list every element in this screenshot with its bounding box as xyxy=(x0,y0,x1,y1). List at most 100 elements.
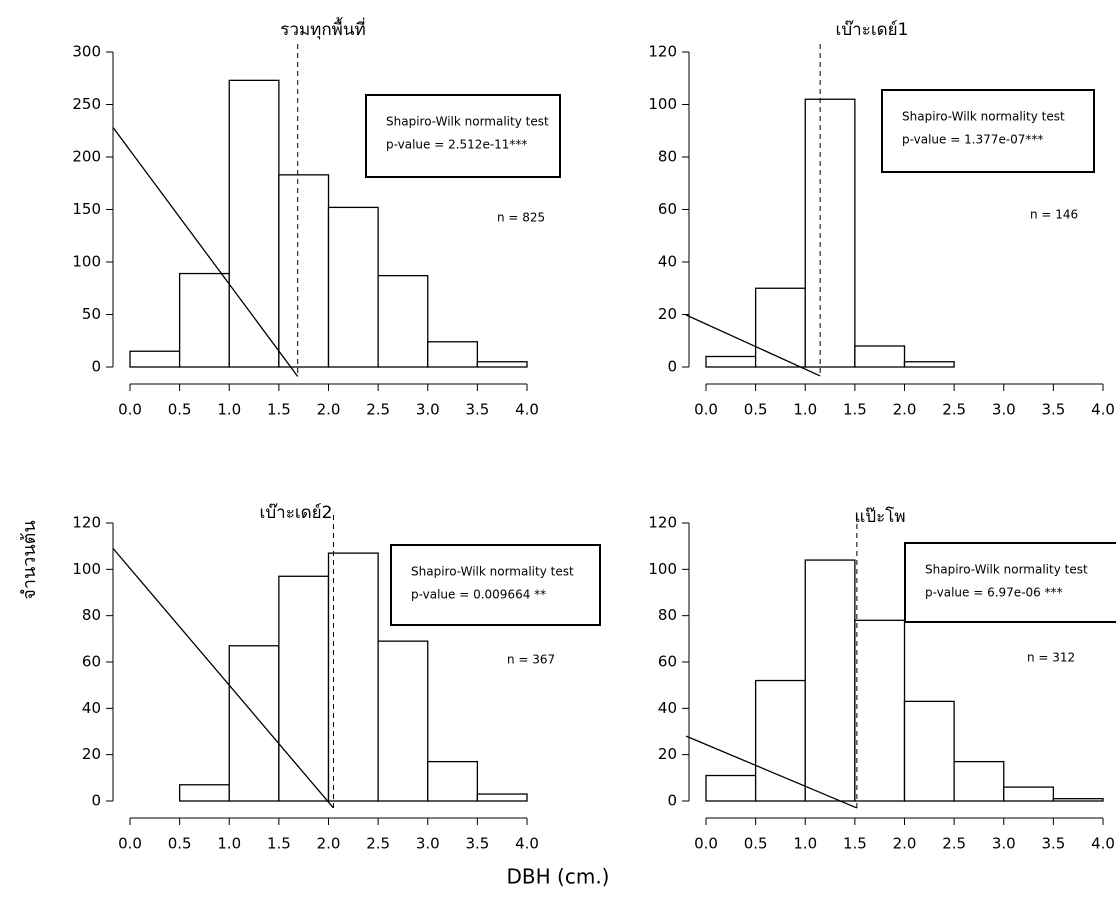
x-tick-label: 0.5 xyxy=(168,401,192,419)
y-tick-label: 80 xyxy=(658,606,677,624)
bar xyxy=(903,700,955,802)
x-tick-label: 3.5 xyxy=(1041,401,1065,419)
trend-line xyxy=(112,548,334,809)
bar xyxy=(705,355,757,368)
x-tick-label: 1.5 xyxy=(843,401,867,419)
annotation: Shapiro-Wilk normality test xyxy=(925,563,1088,577)
bar xyxy=(705,774,757,802)
y-tick-label: 120 xyxy=(648,514,677,532)
annotation: p-value = 1.377e-07*** xyxy=(902,133,1043,147)
y-tick-label: 80 xyxy=(82,606,101,624)
x-tick-label: 4.0 xyxy=(1091,835,1115,853)
annotation: p-value = 2.512e-11*** xyxy=(386,138,527,152)
x-tick-label: 3.0 xyxy=(992,401,1016,419)
bar xyxy=(903,361,955,368)
annotation-box xyxy=(904,542,1116,623)
bar xyxy=(327,206,379,368)
bar xyxy=(427,760,479,802)
y-tick-label: 40 xyxy=(658,699,677,717)
x-tick-label: 3.5 xyxy=(1041,835,1065,853)
bar xyxy=(476,793,528,802)
trend-line xyxy=(685,735,858,809)
annotation-box xyxy=(881,89,1095,173)
x-tick-label: 0.5 xyxy=(744,835,768,853)
x-tick-label: 1.5 xyxy=(267,401,291,419)
x-tick-label: 4.0 xyxy=(515,835,539,853)
x-tick-label: 4.0 xyxy=(515,401,539,419)
x-tick-label: 2.0 xyxy=(893,401,917,419)
x-tick-label: 3.0 xyxy=(416,835,440,853)
y-tick-label: 150 xyxy=(72,200,101,218)
x-tick-label: 2.5 xyxy=(942,401,966,419)
x-tick-label: 1.0 xyxy=(217,835,241,853)
bar xyxy=(427,341,479,368)
annotation: n = 367 xyxy=(507,653,555,667)
annotation: n = 146 xyxy=(1030,208,1078,222)
bar xyxy=(754,679,806,802)
bar xyxy=(377,640,429,802)
annotation: Shapiro-Wilk normality test xyxy=(386,115,549,129)
bar xyxy=(129,350,181,368)
bar xyxy=(228,79,280,368)
y-tick-label: 0 xyxy=(91,792,101,810)
y-tick-label: 120 xyxy=(72,514,101,532)
bar xyxy=(804,98,856,368)
x-tick-label: 1.5 xyxy=(267,835,291,853)
x-tick-label: 0.5 xyxy=(744,401,768,419)
y-tick-label: 60 xyxy=(82,653,101,671)
bar xyxy=(476,361,528,368)
bar xyxy=(754,287,806,368)
y-tick-label: 250 xyxy=(72,95,101,113)
panel-title: แป๊ะโพ xyxy=(854,506,905,527)
x-tick-label: 0.0 xyxy=(694,401,718,419)
x-tick-label: 1.0 xyxy=(793,401,817,419)
y-tick-label: 0 xyxy=(667,792,677,810)
x-tick-label: 4.0 xyxy=(1091,401,1115,419)
annotation: Shapiro-Wilk normality test xyxy=(902,110,1065,124)
bar xyxy=(854,345,906,368)
annotation: Shapiro-Wilk normality test xyxy=(411,565,574,579)
panel-title: เบ๊าะเดย์2 xyxy=(260,503,333,523)
annotation: p-value = 6.97e-06 *** xyxy=(925,586,1063,600)
bar xyxy=(377,274,429,368)
y-tick-label: 20 xyxy=(658,745,677,763)
annotation: p-value = 0.009664 ** xyxy=(411,588,546,602)
y-tick-label: 120 xyxy=(648,43,677,61)
bar xyxy=(804,559,856,802)
x-tick-label: 1.0 xyxy=(217,401,241,419)
y-tick-label: 40 xyxy=(658,253,677,271)
y-tick-label: 20 xyxy=(82,745,101,763)
x-tick-label: 3.5 xyxy=(465,401,489,419)
bar xyxy=(178,272,230,368)
x-tick-label: 2.5 xyxy=(366,835,390,853)
x-tick-label: 2.0 xyxy=(317,401,341,419)
annotation-box xyxy=(365,94,561,178)
x-tick-label: 0.0 xyxy=(118,835,142,853)
y-tick-label: 80 xyxy=(658,148,677,166)
y-tick-label: 100 xyxy=(72,253,101,271)
x-tick-label: 3.0 xyxy=(416,401,440,419)
x-tick-label: 2.0 xyxy=(317,835,341,853)
y-tick-label: 40 xyxy=(82,699,101,717)
x-tick-label: 2.5 xyxy=(366,401,390,419)
bar xyxy=(327,552,379,802)
y-tick-label: 60 xyxy=(658,653,677,671)
y-tick-label: 300 xyxy=(72,43,101,61)
panel-title: รวมทุกพื้นที่ xyxy=(280,17,365,40)
bar xyxy=(278,575,330,802)
x-tick-label: 1.0 xyxy=(793,835,817,853)
bar xyxy=(228,645,280,802)
x-tick-label: 0.5 xyxy=(168,835,192,853)
y-tick-label: 200 xyxy=(72,148,101,166)
panel-title: เบ๊าะเดย์1 xyxy=(836,20,909,40)
bar xyxy=(1003,786,1055,802)
annotation: n = 825 xyxy=(497,211,545,225)
trend-line xyxy=(685,314,821,377)
x-axis-label: DBH (cm.) xyxy=(507,865,610,889)
x-tick-label: 3.0 xyxy=(992,835,1016,853)
x-tick-label: 0.0 xyxy=(118,401,142,419)
y-tick-label: 0 xyxy=(91,358,101,376)
x-tick-label: 0.0 xyxy=(694,835,718,853)
